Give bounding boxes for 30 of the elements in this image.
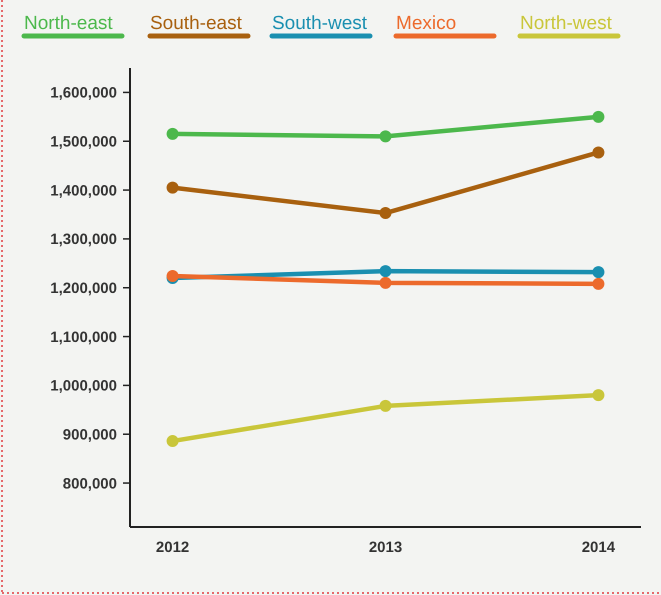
x-tick-label: 2014 xyxy=(582,539,616,556)
point xyxy=(380,265,392,278)
y-tick-label: 800,000 xyxy=(62,475,117,492)
x-tick-label: 2013 xyxy=(368,539,402,556)
y-tick-label: 1,100,000 xyxy=(50,328,117,346)
point xyxy=(380,276,392,289)
text: South-east xyxy=(150,13,243,34)
point xyxy=(380,207,392,220)
y-tick-label: 1,000,000 xyxy=(50,378,117,395)
point xyxy=(592,146,604,158)
point xyxy=(592,266,604,278)
point xyxy=(380,400,392,412)
point xyxy=(380,130,392,142)
y-tick-label: 1,400,000 xyxy=(50,182,117,200)
point xyxy=(592,110,604,123)
text: North-east xyxy=(24,13,114,34)
y-tick-label: 900,000 xyxy=(62,426,117,444)
y-tick-label: 1,300,000 xyxy=(50,231,117,248)
point xyxy=(166,128,179,140)
y-tick-label: 1,500,000 xyxy=(50,133,117,150)
point xyxy=(166,435,179,448)
point xyxy=(166,182,179,194)
y-tick-label: 1,200,000 xyxy=(50,280,117,297)
text: North-west xyxy=(520,13,613,34)
y-tick-label: 1,600,000 xyxy=(50,84,117,102)
point xyxy=(592,278,604,290)
text: Mexico xyxy=(396,13,456,34)
x-tick-label: 2012 xyxy=(156,539,190,556)
point xyxy=(592,389,604,402)
text: South-west xyxy=(272,13,368,34)
